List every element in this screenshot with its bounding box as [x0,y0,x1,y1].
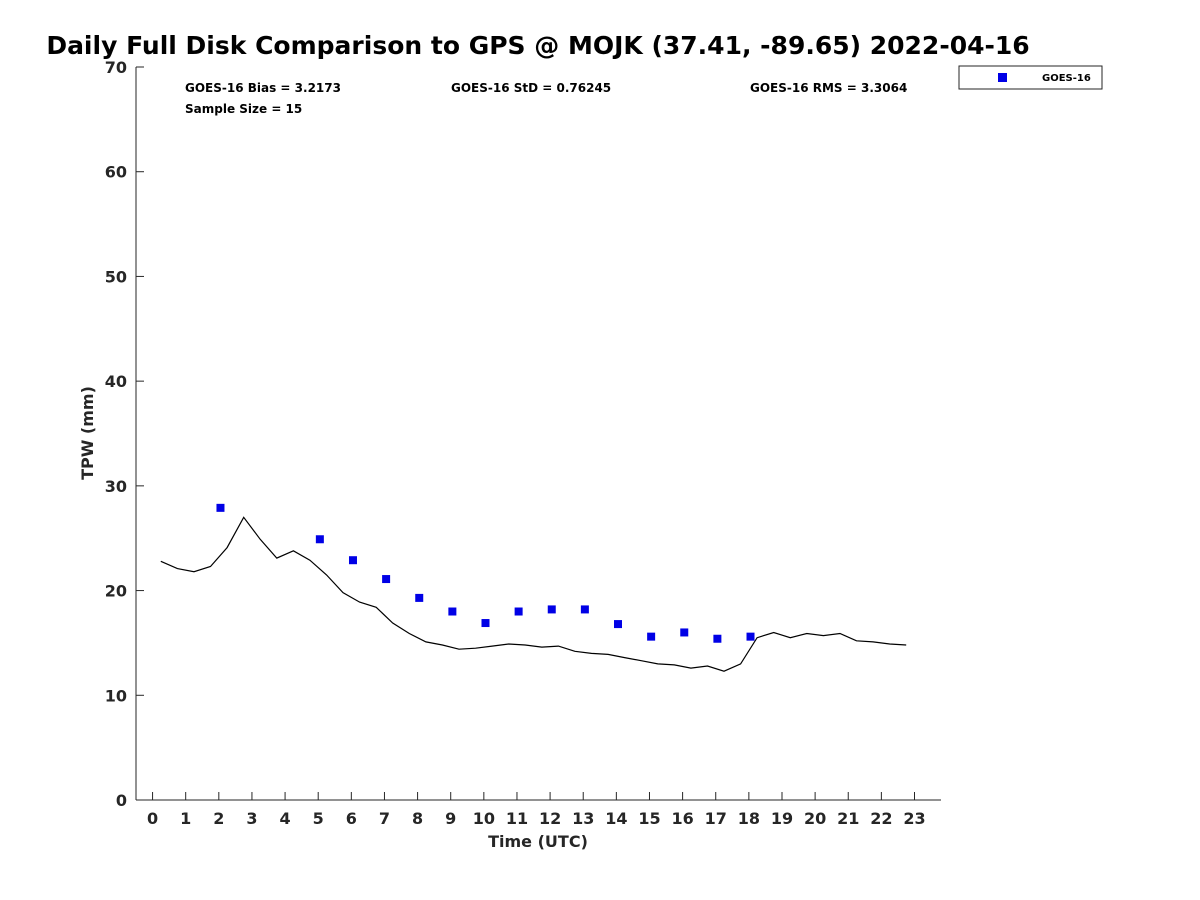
gps-tpw-line [160,516,907,672]
x-tick-label: 19 [771,809,793,828]
x-tick-label: 5 [313,809,324,828]
legend: GOES-16 [958,65,1103,90]
x-tick-label: 17 [705,809,727,828]
x-tick-label: 8 [412,809,423,828]
y-tick-label: 0 [116,791,127,810]
stat-sample-size: Sample Size = 15 [185,102,302,116]
stat-rms: GOES-16 RMS = 3.3064 [750,81,907,95]
goes16-point [580,605,589,614]
x-tick-label: 0 [147,809,158,828]
y-tick-label: 30 [105,477,127,496]
x-tick-label: 3 [246,809,257,828]
goes16-point [481,619,490,628]
goes16-point [415,593,424,602]
y-tick-label: 40 [105,372,127,391]
y-tick-label: 20 [105,582,127,601]
goes16-point [348,556,357,565]
goes16-point [680,628,689,637]
x-tick-label: 20 [804,809,826,828]
goes16-point [647,632,656,641]
goes16-point [216,503,225,512]
y-tick-label: 60 [105,163,127,182]
x-tick-label: 2 [213,809,224,828]
chart-title: Daily Full Disk Comparison to GPS @ MOJK… [46,31,1029,60]
x-tick-label: 18 [738,809,760,828]
legend-label: GOES-16 [1042,73,1091,84]
x-tick-label: 14 [605,809,627,828]
stat-bias: GOES-16 Bias = 3.2173 [185,81,341,95]
y-tick-label: 10 [105,686,127,705]
y-tick-label: 50 [105,267,127,286]
x-tick-label: 22 [870,809,892,828]
x-tick-label: 4 [280,809,291,828]
x-tick-label: 12 [539,809,561,828]
x-tick-label: 1 [180,809,191,828]
goes16-point [746,632,755,641]
x-tick-label: 6 [346,809,357,828]
goes16-point [382,575,391,584]
x-tick-label: 21 [837,809,859,828]
legend-marker [998,73,1007,82]
goes16-point [547,605,556,614]
legend-box [958,65,1103,90]
stat-std: GOES-16 StD = 0.76245 [451,81,611,95]
x-tick-label: 13 [572,809,594,828]
goes16-points-group [216,503,755,643]
x-tick-label: 10 [473,809,495,828]
x-tick-label: 9 [445,809,456,828]
y-tick-label: 70 [105,58,127,77]
x-ticks: 0 1 2 3 4 5 6 7 8 9 10 11 12 13 14 15 16 17 18 19 20 21 22 23 [147,792,926,828]
y-axis-label: TPW (mm) [78,386,97,480]
goes16-point [315,535,324,544]
gps-line-group [160,516,907,672]
goes16-point [614,620,623,629]
x-axis-label: Time (UTC) [488,832,588,851]
goes16-point [713,634,722,643]
x-tick-label: 23 [903,809,925,828]
x-tick-label: 15 [638,809,660,828]
goes16-point [514,607,523,616]
x-tick-label: 7 [379,809,390,828]
goes16-point [448,607,457,616]
y-ticks: 0 10 20 30 40 50 60 70 [105,58,144,810]
x-tick-label: 16 [671,809,693,828]
x-tick-label: 11 [506,809,528,828]
